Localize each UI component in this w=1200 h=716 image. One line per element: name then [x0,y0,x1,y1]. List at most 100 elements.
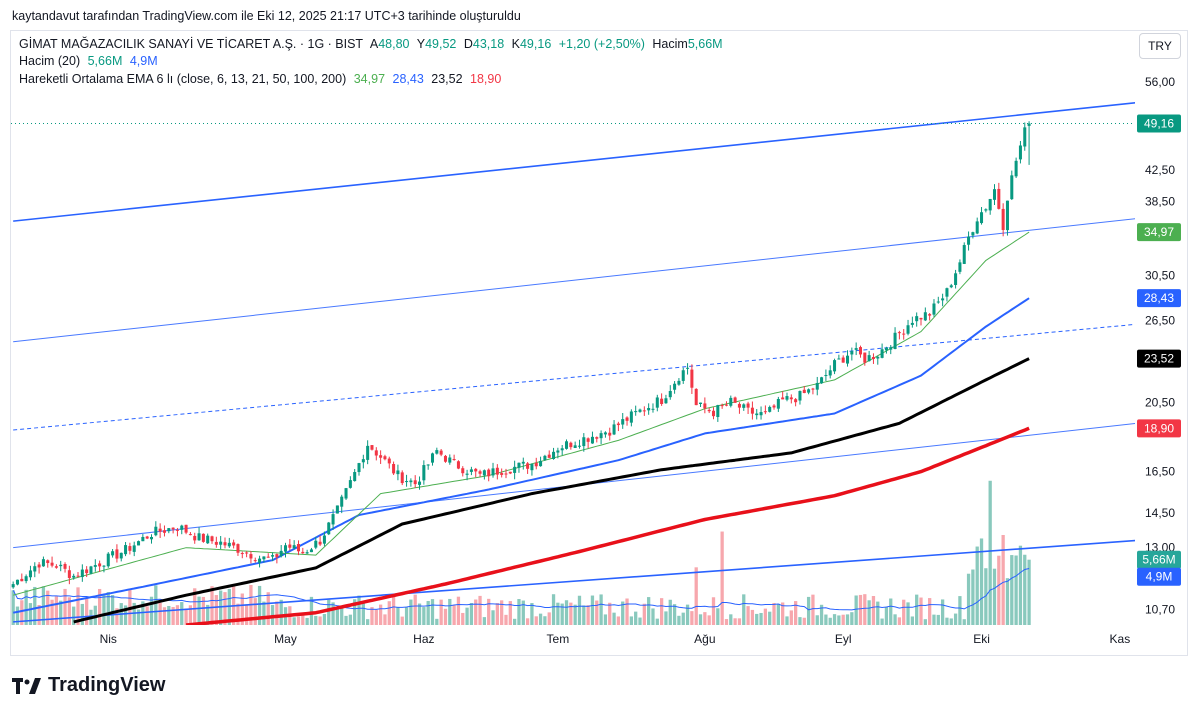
volume-bar [76,587,80,625]
candle-body [141,536,145,542]
symbol-name[interactable]: GİMAT MAĞAZACILIK SANAYİ VE TİCARET A.Ş.… [19,37,364,51]
volume-bar [984,568,988,625]
volume-bar [28,603,33,625]
y-tick-label: 26,50 [1145,314,1175,328]
volume-bar [54,596,59,625]
candle-body [249,554,253,559]
volume-bar [465,607,469,625]
candle-body [724,404,728,406]
candle-body [54,566,58,568]
candle-body [279,550,283,556]
candle-body [677,380,681,385]
candle-body [340,496,344,507]
candle-body [954,273,958,285]
candle-body [867,355,871,362]
candle-body [262,556,266,560]
volume-ma-legend[interactable]: Hacim (20) 5,66M 4,9M [19,54,158,68]
volume-bar [543,616,547,625]
candle-body [491,468,495,476]
volume-bar [67,597,72,625]
volume-bar [175,605,180,625]
volume-bar [742,594,746,625]
volume-bar [461,612,465,625]
candle-body [85,569,89,574]
volume-bar [871,596,876,625]
volume-bar [746,606,750,625]
volume-bar [659,598,664,625]
volume-bar [11,590,15,625]
price-label-text: 4,9M [1146,570,1173,584]
volume-bar [469,602,474,625]
volume-bar [698,614,703,625]
volume-bar [992,568,997,625]
volume-bar [409,599,413,625]
volume-bar [945,617,949,625]
volume-bar [716,608,720,625]
volume-bar [577,595,582,625]
candle-body [997,188,1001,209]
volume-bar [863,594,867,625]
candle-body [418,481,422,485]
ema-value-1: 34,97 [353,72,386,86]
candle-body [707,409,711,412]
ema-legend[interactable]: Hareketli Ortalama EMA 6 lı (close, 6, 1… [19,72,502,86]
volume-bar [1027,559,1031,625]
candle-body [392,464,396,474]
candle-body [422,465,426,481]
volume-bar [162,607,167,625]
candle-body [616,423,620,426]
volume-bar [15,606,20,625]
candle-body [111,551,115,556]
volume-bar [776,603,780,625]
candle-body [681,370,685,381]
volume-bar [768,611,772,625]
candle-body [271,555,275,557]
ema-value-3: 23,52 [431,72,463,86]
candle-body [154,526,158,536]
volume-bar [534,616,538,625]
candle-body [1005,200,1009,231]
volume-bar [487,598,491,625]
volume-bar [1001,535,1005,625]
volume-bar [854,595,858,625]
volume-bar [634,611,638,625]
volume-bar [793,601,798,625]
price-label-text: 49,16 [1144,117,1174,131]
x-tick-label: May [274,632,297,646]
volume-bar [106,592,110,625]
candle-body [642,410,646,412]
volume-bar [733,618,737,625]
candle-body [560,448,564,451]
volume-bar [824,614,828,625]
volume-bar [845,614,850,625]
x-tick-label: Eki [973,632,990,646]
volume-bar [37,604,41,625]
volume-bar [919,597,923,625]
price-label: 34,97 [1137,223,1181,242]
volume-bar [690,611,694,625]
candle-body [1014,160,1018,177]
open-value: 48,80 [378,37,410,51]
volume-bar [664,611,668,625]
volume-bar [785,616,789,625]
candle-body [807,389,811,393]
y-tick-label: 42,50 [1145,163,1175,177]
candle-body [206,535,210,544]
volume-bar [387,601,391,625]
volume-bar [456,596,461,625]
volume-bar [1018,545,1023,625]
candle-body [711,410,716,417]
candle-body [145,536,149,539]
candle-body [686,367,690,369]
candle-body [63,564,67,569]
volume-bar [915,594,919,625]
volume-bar [975,546,979,625]
candle-body [543,455,547,461]
currency-button[interactable]: TRY [1139,33,1181,59]
volume-bar [759,612,763,625]
volume-bar [694,567,698,625]
volume-bar [223,592,227,625]
volume-bar [928,598,932,625]
candle-body [456,461,460,469]
